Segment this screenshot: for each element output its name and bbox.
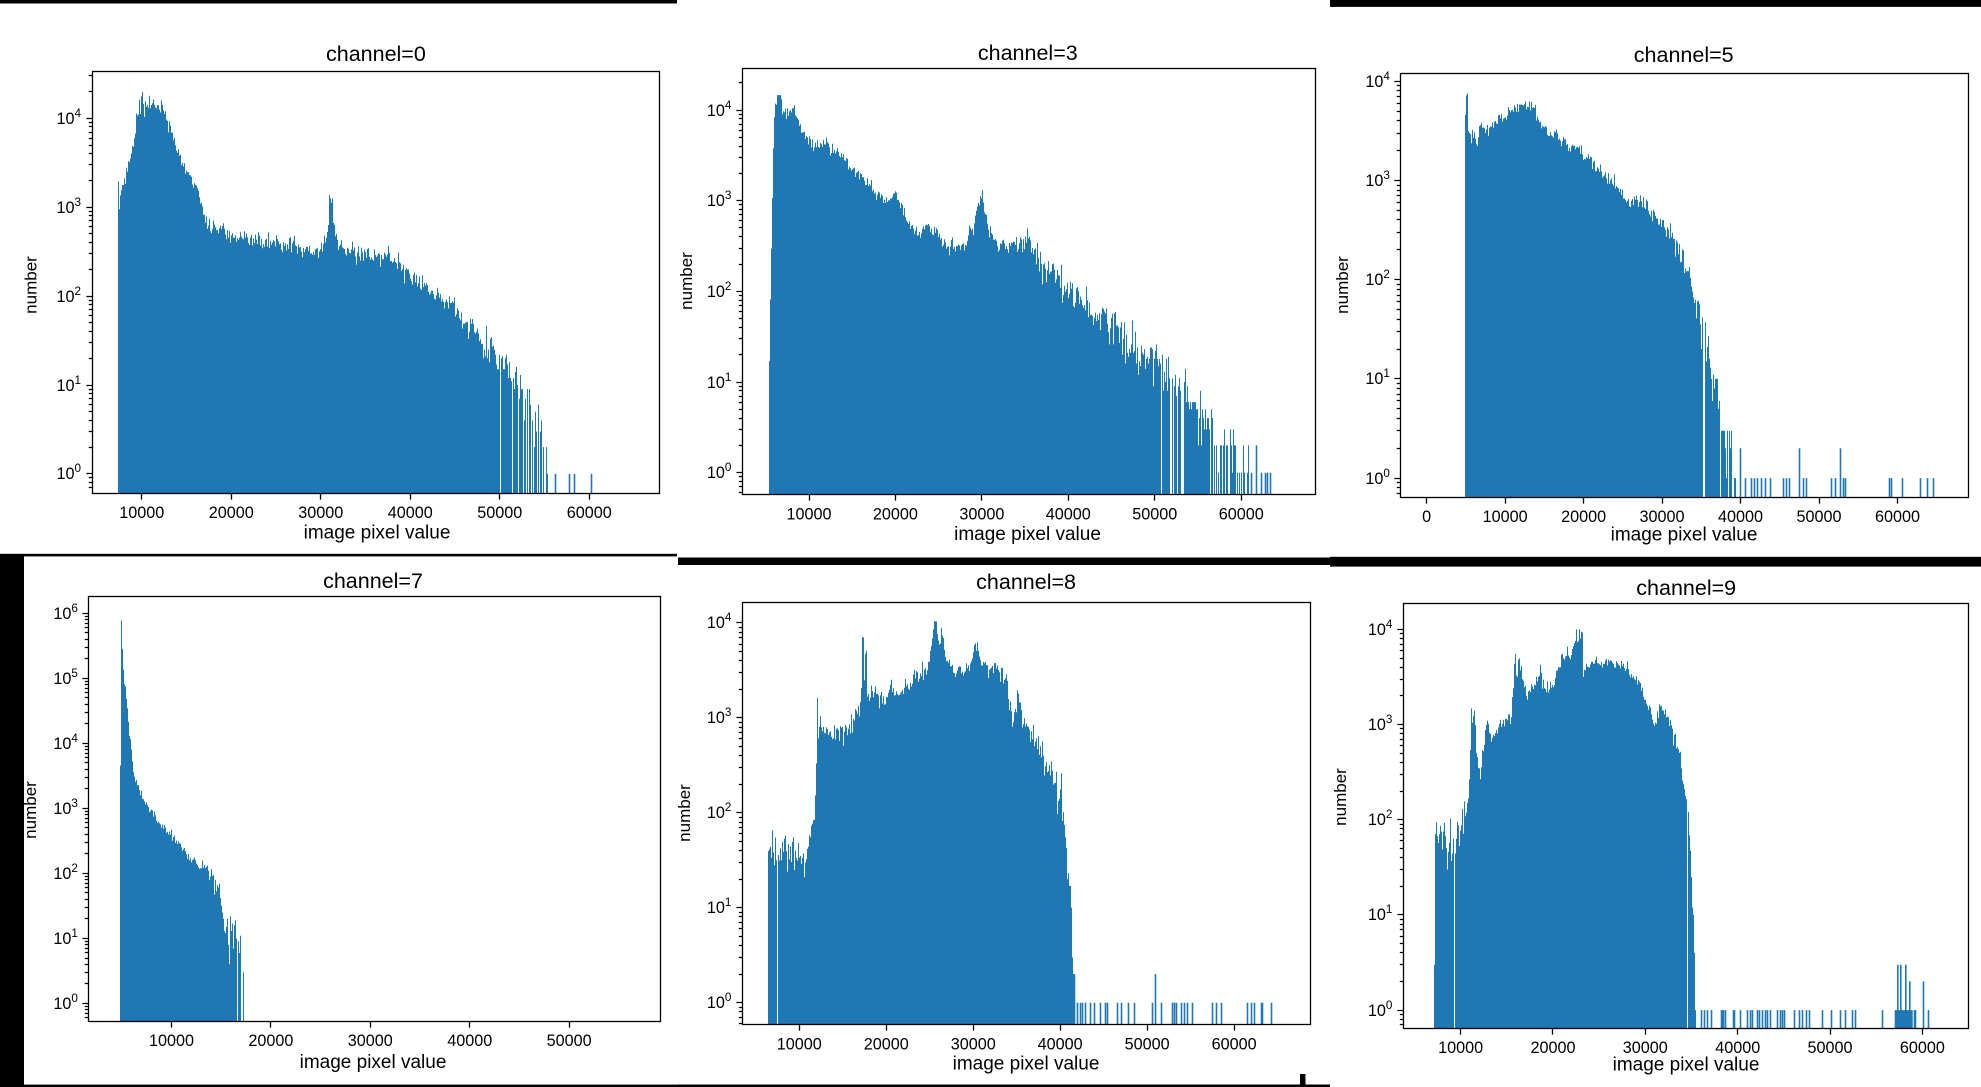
svg-text:channel=3: channel=3 — [978, 41, 1078, 65]
svg-text:channel=8: channel=8 — [976, 570, 1076, 594]
svg-text:40000: 40000 — [388, 504, 433, 522]
svg-text:30000: 30000 — [1639, 508, 1684, 526]
svg-text:channel=7: channel=7 — [323, 569, 423, 593]
svg-text:60000: 60000 — [567, 504, 612, 522]
svg-text:20000: 20000 — [248, 1032, 293, 1050]
svg-text:10000: 10000 — [786, 506, 831, 524]
svg-text:20000: 20000 — [1561, 508, 1606, 526]
svg-text:60000: 60000 — [1875, 508, 1920, 526]
svg-text:10000: 10000 — [119, 504, 164, 522]
svg-text:50000: 50000 — [1796, 508, 1841, 526]
svg-text:40000: 40000 — [1046, 506, 1091, 524]
svg-text:image pixel value: image pixel value — [300, 1052, 447, 1073]
svg-text:image pixel value: image pixel value — [1611, 525, 1758, 546]
svg-text:20000: 20000 — [1530, 1039, 1575, 1057]
svg-text:0: 0 — [1422, 508, 1431, 526]
svg-text:number: number — [22, 256, 41, 314]
svg-text:10000: 10000 — [1483, 508, 1528, 526]
svg-text:30000: 30000 — [951, 1035, 996, 1053]
svg-text:30000: 30000 — [298, 504, 343, 522]
svg-text:40000: 40000 — [1038, 1035, 1083, 1053]
svg-text:10000: 10000 — [777, 1035, 822, 1053]
svg-text:50000: 50000 — [1132, 506, 1177, 524]
svg-text:image pixel value: image pixel value — [954, 524, 1101, 545]
svg-text:image pixel value: image pixel value — [1613, 1055, 1760, 1076]
svg-text:30000: 30000 — [1623, 1039, 1668, 1057]
svg-text:number: number — [1333, 256, 1352, 314]
svg-text:image pixel value: image pixel value — [953, 1054, 1100, 1075]
svg-text:60000: 60000 — [1900, 1039, 1945, 1057]
svg-text:channel=5: channel=5 — [1634, 43, 1734, 67]
svg-text:image pixel value: image pixel value — [304, 523, 451, 544]
svg-text:number: number — [677, 252, 696, 310]
svg-text:50000: 50000 — [1125, 1035, 1170, 1053]
svg-text:50000: 50000 — [477, 504, 522, 522]
svg-text:40000: 40000 — [1718, 508, 1763, 526]
svg-text:number: number — [1331, 768, 1350, 826]
svg-text:10000: 10000 — [149, 1032, 194, 1050]
svg-text:50000: 50000 — [1807, 1039, 1852, 1057]
svg-text:60000: 60000 — [1212, 1035, 1257, 1053]
svg-text:20000: 20000 — [864, 1035, 909, 1053]
svg-text:number: number — [675, 784, 694, 842]
svg-text:40000: 40000 — [1715, 1039, 1760, 1057]
svg-text:number: number — [21, 781, 40, 839]
svg-text:60000: 60000 — [1219, 506, 1264, 524]
svg-text:20000: 20000 — [209, 504, 254, 522]
svg-text:40000: 40000 — [447, 1032, 492, 1050]
svg-text:channel=0: channel=0 — [326, 42, 426, 66]
svg-text:30000: 30000 — [959, 506, 1004, 524]
svg-text:30000: 30000 — [348, 1032, 393, 1050]
svg-text:50000: 50000 — [547, 1032, 592, 1050]
svg-text:20000: 20000 — [873, 506, 918, 524]
svg-text:10000: 10000 — [1438, 1039, 1483, 1057]
svg-text:channel=9: channel=9 — [1636, 576, 1736, 600]
